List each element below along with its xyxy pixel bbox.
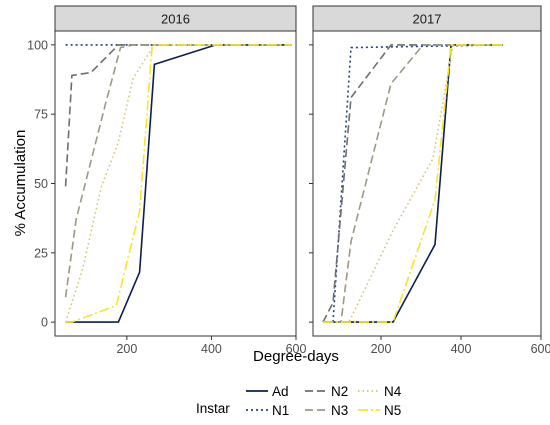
panel-2016: 2016 0 25 50 75 100 200 400 600 — [27, 5, 307, 356]
panel-border — [312, 30, 542, 337]
facet-strip — [54, 5, 297, 32]
plot-area — [313, 31, 541, 336]
series-group — [322, 44, 504, 323]
y-tick-label: 100 — [27, 38, 48, 52]
x-tick-label: 200 — [116, 342, 137, 356]
series-line-n5 — [65, 44, 292, 323]
series-line-n2 — [64, 44, 292, 187]
x-tick-label: 400 — [451, 342, 472, 356]
y-tick-label: 0 — [41, 316, 48, 330]
series-line-ad — [323, 44, 503, 323]
panel-2017: 2017 200 400 600 — [309, 5, 550, 356]
legend-label-n5: N5 — [384, 403, 401, 418]
legend-label-ad: Ad — [272, 384, 289, 399]
x-tick-label: 200 — [371, 342, 392, 356]
series-group — [64, 44, 292, 323]
legend-label-n3: N3 — [331, 403, 348, 418]
y-axis-title: % Accumulation — [12, 130, 29, 237]
legend-label-n4: N4 — [384, 384, 402, 399]
legend-label-n1: N1 — [272, 403, 289, 418]
plot-area — [55, 31, 296, 336]
x-axis-title: Degree-days — [253, 348, 339, 365]
legend: Instar Ad N1 N2 N3 N4 N5 — [196, 384, 402, 418]
panel-border — [54, 30, 297, 337]
x-tick-label: 400 — [201, 342, 222, 356]
y-tick-label: 25 — [34, 246, 48, 260]
y-tick-label: 75 — [34, 108, 48, 122]
x-tick-label: 600 — [531, 342, 550, 356]
legend-label-n2: N2 — [331, 384, 348, 399]
facet-panels: 2016 0 25 50 75 100 200 400 600 2017 200 400 600 — [27, 5, 550, 356]
y-tick-label: 50 — [34, 177, 48, 191]
series-line-n5 — [323, 44, 503, 323]
facet-strip-label: 2017 — [413, 12, 442, 27]
facet-strip — [312, 5, 542, 32]
x-tick-label: 600 — [286, 342, 307, 356]
legend-title: Instar — [196, 401, 230, 416]
facet-strip-label: 2016 — [161, 12, 190, 27]
